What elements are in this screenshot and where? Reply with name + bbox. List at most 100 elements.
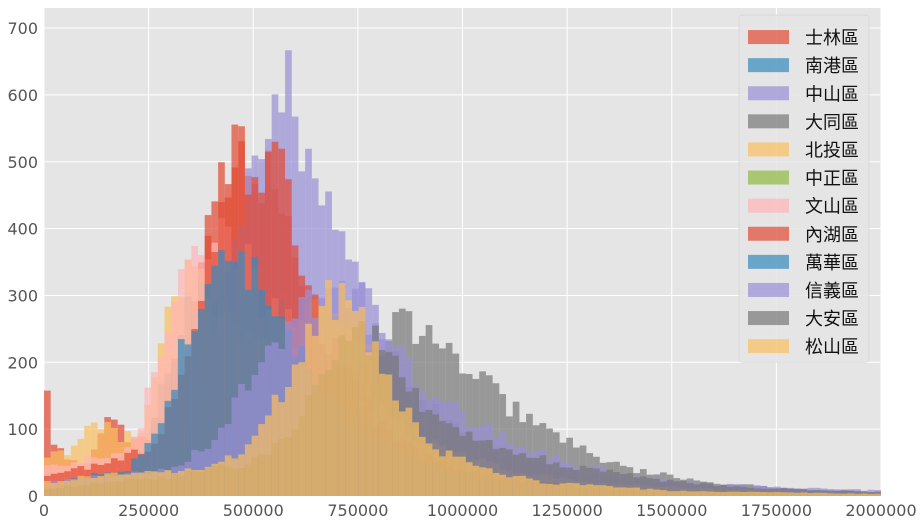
- bar-10-87: [626, 473, 634, 496]
- bar-11-6: [84, 476, 91, 496]
- bar-11-119: [840, 493, 848, 496]
- bar-11-75: [546, 483, 553, 496]
- bar-10-73: [532, 457, 540, 496]
- x-tick-label-7: 1750000: [741, 501, 812, 520]
- bar-11-22: [191, 470, 199, 496]
- bar-8-17: [157, 423, 165, 496]
- bar-11-105: [747, 491, 754, 496]
- bar-11-39: [305, 323, 312, 496]
- bar-11-102: [726, 491, 734, 496]
- bar-11-24: [204, 466, 212, 496]
- bar-11-80: [579, 485, 587, 496]
- x-tick-label-3: 750000: [327, 501, 388, 520]
- y-axis-ticks: 0 100 200 300 400 500 600 700: [7, 19, 38, 506]
- legend-label-10: 大安區: [805, 309, 859, 330]
- bar-11-78: [566, 482, 573, 496]
- bar-11-99: [706, 491, 714, 496]
- bar-11-28: [231, 458, 239, 496]
- bar-10-89: [639, 476, 647, 496]
- legend-label-8: 萬華區: [805, 253, 859, 274]
- legend-label-0: 士林區: [805, 28, 859, 49]
- bar-8-18: [164, 400, 172, 496]
- bar-11-34: [271, 394, 279, 496]
- bar-11-95: [680, 490, 687, 496]
- bar-11-64: [472, 465, 480, 496]
- bar-11-66: [485, 468, 493, 496]
- bar-11-16: [151, 471, 158, 496]
- bar-11-106: [753, 491, 761, 496]
- bar-10-67: [492, 449, 500, 496]
- bar-11-56: [418, 436, 426, 496]
- bar-10-77: [559, 467, 567, 496]
- x-axis-ticks: 0 250000 500000 750000 1000000 1250000 1500000…: [39, 501, 917, 520]
- legend-swatch-2: [748, 86, 789, 101]
- histogram-bars: [44, 50, 881, 497]
- bar-11-11: [117, 474, 125, 496]
- bar-11-14: [137, 472, 145, 496]
- bar-11-69: [506, 477, 513, 496]
- bar-11-108: [767, 492, 774, 496]
- bar-9-29: [238, 384, 245, 496]
- bar-11-121: [854, 493, 861, 496]
- x-tick-label-6: 1500000: [636, 501, 707, 520]
- bar-10-98: [700, 482, 707, 496]
- bar-11-55: [412, 422, 419, 496]
- bar-11-50: [378, 373, 386, 496]
- legend-label-11: 松山區: [805, 337, 859, 358]
- y-tick-label-7: 700: [7, 19, 38, 38]
- bar-6-15: [144, 387, 152, 496]
- bar-11-0: [44, 480, 51, 496]
- bar-10-75: [546, 464, 553, 496]
- legend-swatch-9: [748, 282, 789, 297]
- bar-11-19: [171, 473, 178, 496]
- bar-10-71: [519, 453, 527, 496]
- bar-9-28: [231, 397, 239, 496]
- legend-label-9: 信義區: [805, 281, 859, 302]
- x-tick-label-0: 0: [39, 501, 49, 520]
- bar-11-15: [144, 470, 152, 496]
- bar-10-124: [874, 491, 881, 496]
- bar-11-81: [586, 484, 594, 496]
- bar-11-54: [405, 407, 413, 496]
- bar-11-123: [867, 494, 875, 496]
- bar-10-91: [653, 478, 661, 496]
- bar-10-83: [599, 471, 607, 496]
- bar-11-45: [345, 300, 353, 496]
- y-tick-label-5: 500: [7, 153, 38, 172]
- bar-11-73: [532, 480, 540, 496]
- bar-11-124: [874, 493, 881, 496]
- bar-11-82: [593, 485, 600, 496]
- bar-11-71: [519, 475, 527, 496]
- bar-11-53: [398, 411, 406, 496]
- bar-11-58: [432, 449, 440, 496]
- bar-11-41: [318, 305, 326, 496]
- bar-11-98: [700, 491, 707, 496]
- bar-11-5: [77, 475, 85, 496]
- bar-11-84: [606, 486, 614, 496]
- bar-10-101: [720, 485, 727, 496]
- bar-10-97: [693, 484, 701, 496]
- bar-8-23: [198, 309, 205, 496]
- bar-9-30: [244, 390, 252, 496]
- bar-11-51: [385, 374, 393, 496]
- bar-10-117: [827, 490, 835, 496]
- bar-11-109: [773, 492, 781, 496]
- bar-11-36: [285, 387, 292, 496]
- legend-label-3: 大同區: [805, 112, 859, 133]
- legend-swatch-10: [748, 311, 789, 326]
- bar-10-80: [579, 465, 587, 496]
- bar-11-103: [733, 491, 741, 496]
- legend-swatch-6: [748, 198, 789, 213]
- legend-swatch-4: [748, 142, 789, 157]
- bar-11-93: [666, 491, 674, 496]
- bar-11-97: [693, 491, 701, 496]
- y-tick-label-0: 0: [28, 487, 38, 506]
- bar-11-52: [392, 400, 399, 496]
- y-tick-label-1: 100: [7, 420, 38, 439]
- bar-10-88: [633, 477, 640, 496]
- bar-10-110: [780, 488, 788, 496]
- legend-label-7: 內湖區: [805, 225, 859, 246]
- bar-11-96: [686, 491, 694, 496]
- bar-11-9: [104, 473, 111, 496]
- bar-11-27: [224, 455, 232, 496]
